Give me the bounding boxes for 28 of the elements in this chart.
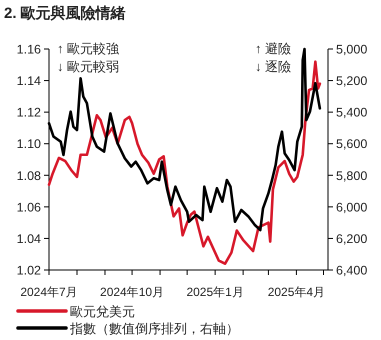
annotation: ↑ 避險 (255, 41, 292, 56)
legend-label: 指數（數值倒序排列，右軸） (69, 321, 239, 336)
y2-tick-label: 6,400 (336, 264, 368, 278)
y2-tick-label: 5,400 (336, 106, 368, 120)
y-tick-label: 1.08 (16, 168, 42, 183)
y2-tick-label: 6,200 (336, 232, 368, 246)
y2-tick-label: 6,000 (336, 200, 368, 214)
chart-title: 2. 歐元與風險情緒 (4, 5, 126, 22)
y-tick-label: 1.10 (16, 137, 42, 152)
y-tick-label: 1.02 (16, 264, 42, 278)
x-tick-label: 2024年10月 (100, 285, 164, 299)
y-tick-label: 1.14 (16, 74, 42, 88)
legend-label: 歐元兌美元 (70, 304, 135, 319)
y-tick-label: 1.16 (16, 42, 42, 56)
y2-tick-label: 5,600 (336, 137, 368, 152)
annotation: ↑ 歐元較強 (57, 41, 120, 56)
y2-tick-label: 5,200 (336, 74, 368, 88)
y-tick-label: 1.04 (16, 232, 42, 246)
x-tick-label: 2025年4月 (268, 285, 326, 299)
y2-tick-label: 5,800 (336, 168, 368, 183)
annotation: ↓ 逐險 (255, 59, 292, 74)
x-tick-label: 2024年7月 (20, 285, 78, 299)
line-series (48, 60, 322, 265)
y-tick-label: 1.06 (16, 200, 42, 214)
annotation: ↓ 歐元較弱 (57, 59, 120, 74)
x-tick-label: 2025年1月 (186, 285, 244, 299)
y-tick-label: 1.12 (16, 106, 42, 120)
y2-tick-label: 5,000 (336, 42, 368, 56)
